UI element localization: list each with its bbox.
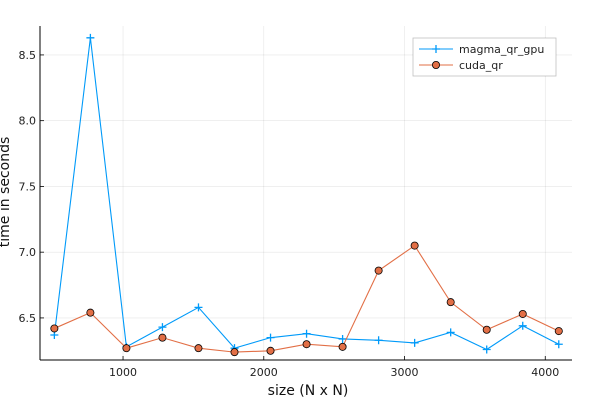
data-point-magma_qr_gpu (518, 321, 527, 330)
plot-area (50, 33, 563, 357)
legend-label: cuda_qr (459, 59, 503, 72)
y-tick-label: 7.0 (19, 246, 37, 259)
data-point-magma_qr_gpu (482, 345, 491, 354)
legend-label: magma_qr_gpu (459, 43, 544, 56)
data-point-magma_qr_gpu (194, 303, 203, 312)
data-point-magma_qr_gpu (410, 338, 419, 347)
axes (39, 26, 572, 361)
data-point-cuda_qr (338, 342, 347, 351)
x-tick-label: 2000 (250, 366, 278, 379)
x-tick-label: 4000 (531, 366, 559, 379)
y-axis-label: time in seconds (0, 137, 13, 248)
legend-marker (431, 61, 440, 70)
data-point-magma_qr_gpu (158, 323, 167, 332)
data-point-cuda_qr (86, 308, 95, 317)
data-point-cuda_qr (482, 325, 491, 334)
data-point-magma_qr_gpu (554, 340, 563, 349)
data-point-cuda_qr (122, 344, 131, 353)
series-cuda_qr (50, 241, 563, 357)
data-point-cuda_qr (50, 324, 59, 333)
data-point-cuda_qr (554, 327, 563, 336)
series-magma_qr_gpu (50, 33, 563, 354)
data-point-cuda_qr (302, 340, 311, 349)
legend-marker (432, 45, 440, 53)
data-point-magma_qr_gpu (86, 33, 95, 42)
y-tick-label: 8.0 (19, 115, 37, 128)
data-point-cuda_qr (446, 298, 455, 307)
legend-item-magma_qr_gpu: magma_qr_gpu (419, 43, 544, 56)
data-point-cuda_qr (158, 333, 167, 342)
data-point-magma_qr_gpu (338, 334, 347, 343)
x-tick-label: 1000 (109, 366, 137, 379)
data-point-magma_qr_gpu (446, 328, 455, 337)
legend-box (412, 37, 557, 77)
data-point-cuda_qr (410, 241, 419, 250)
y-tick-label: 7.5 (19, 180, 37, 193)
data-point-magma_qr_gpu (374, 336, 383, 345)
y-tick-label: 6.5 (19, 312, 37, 325)
data-point-cuda_qr (518, 309, 527, 318)
legend-item-cuda_qr: cuda_qr (419, 59, 503, 72)
legend: magma_qr_gpu cuda_qr (412, 37, 557, 77)
data-point-cuda_qr (230, 348, 239, 357)
ticks: 1000 2000 3000 4000 6.5 7.0 7.5 8.0 8.5 (19, 49, 560, 379)
data-point-cuda_qr (194, 344, 203, 353)
data-point-cuda_qr (374, 266, 383, 275)
data-point-magma_qr_gpu (266, 333, 275, 342)
x-axis-label: size (N x N) (268, 383, 349, 399)
y-tick-label: 8.5 (19, 49, 37, 62)
data-point-magma_qr_gpu (302, 329, 311, 338)
series-line-magma_qr_gpu (53, 37, 560, 351)
data-point-cuda_qr (266, 346, 275, 355)
x-tick-label: 3000 (391, 366, 419, 379)
